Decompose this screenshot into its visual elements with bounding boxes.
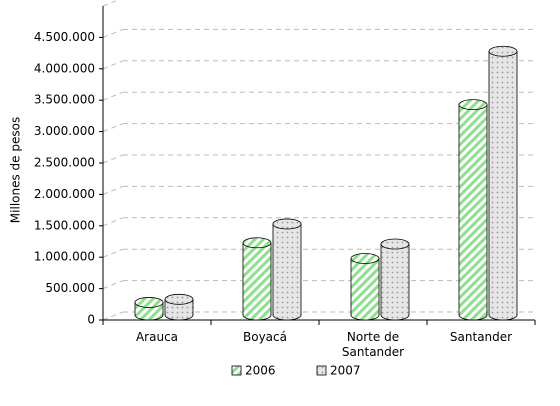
y-tick-label: 0 [87, 313, 95, 327]
grid-line [102, 123, 124, 133]
bar [350, 253, 380, 321]
bar-top [134, 297, 164, 308]
bar-body [351, 258, 379, 315]
grid-line [102, 0, 120, 7]
x-tick-label: Santander [449, 330, 513, 344]
bar-top [380, 238, 410, 250]
legend-label: 2006 [245, 364, 276, 378]
y-tick-label: 1.000.000 [34, 250, 95, 264]
bar [242, 237, 272, 321]
grid-line [102, 91, 124, 101]
x-tick-label: Boyacá [243, 330, 287, 344]
legend-swatch [231, 365, 242, 376]
bar [488, 45, 518, 321]
bar-top [350, 253, 380, 264]
y-axis-label: Millones de pesos [9, 117, 23, 223]
bar [458, 99, 488, 321]
bar [134, 297, 164, 321]
y-tick-label: 3.000.000 [34, 124, 95, 138]
grid-line [102, 248, 124, 258]
bar-body [381, 244, 409, 315]
bar-body [489, 51, 517, 316]
legend-swatch [316, 365, 327, 376]
grid-line [102, 154, 124, 164]
grid-line [102, 280, 124, 290]
bar-top [164, 293, 194, 305]
bar-top [272, 218, 302, 230]
y-tick-label: 4.500.000 [34, 30, 95, 44]
y-tick-label: 1.500.000 [34, 218, 95, 232]
y-tick-label: 2.500.000 [34, 156, 95, 170]
bar-top [458, 99, 488, 111]
x-tick-label: Norte de Santander [341, 330, 405, 359]
grid-line [102, 60, 124, 70]
bar [164, 293, 194, 321]
y-tick-label: 4.000.000 [34, 61, 95, 75]
grid-line [102, 185, 124, 195]
grid-line [102, 311, 124, 321]
bar [380, 238, 410, 321]
y-tick-label: 500.000 [45, 281, 95, 295]
y-tick-label: 3.500.000 [34, 93, 95, 107]
grid-line [102, 28, 124, 38]
bar-body [243, 242, 271, 315]
legend-label: 2007 [330, 364, 361, 378]
bar-top [488, 45, 518, 57]
bar-body [273, 223, 301, 315]
bar [272, 218, 302, 321]
bar-body [459, 104, 487, 316]
bar-top [242, 237, 272, 249]
y-tick-label: 2.000.000 [34, 187, 95, 201]
x-tick-label: Arauca [135, 330, 179, 344]
grid-line [102, 217, 124, 227]
